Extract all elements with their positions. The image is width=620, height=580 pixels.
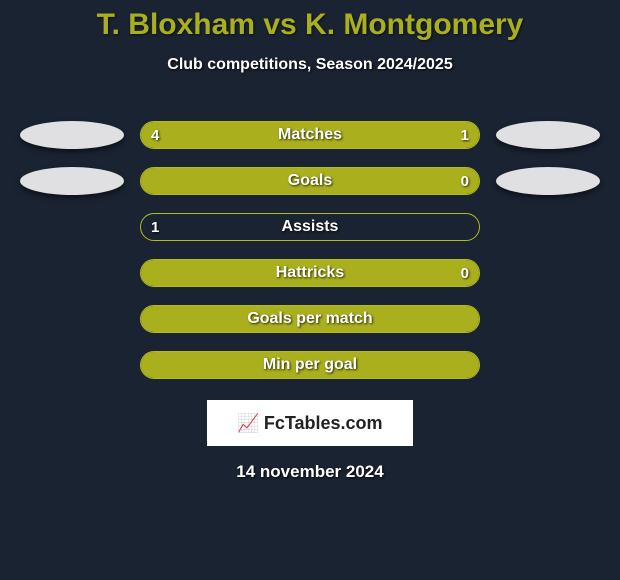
stat-value-right: 0 xyxy=(461,260,469,286)
comparison-card: T. Bloxham vs K. Montgomery Club competi… xyxy=(0,0,620,482)
logo-text: FcTables.com xyxy=(264,413,383,434)
stat-bar-left-fill xyxy=(141,168,479,194)
avatar xyxy=(20,167,124,195)
avatar-slot-left xyxy=(20,121,124,149)
stat-bar: 41Matches xyxy=(140,121,480,149)
stat-row: 0Hattricks xyxy=(0,250,620,296)
avatar-slot-left xyxy=(20,167,124,195)
avatar xyxy=(496,167,600,195)
stat-value-right: 1 xyxy=(461,122,469,148)
stat-bar-left-fill xyxy=(141,122,411,148)
stat-bar-left-fill xyxy=(141,260,479,286)
stat-bar: 1Assists xyxy=(140,213,480,241)
stat-rows: 41Matches0Goals1Assists0HattricksGoals p… xyxy=(0,112,620,388)
stat-row: 0Goals xyxy=(0,158,620,204)
stat-bar-left-fill xyxy=(141,306,479,332)
stat-value-left: 1 xyxy=(151,214,159,240)
stat-bar: Goals per match xyxy=(140,305,480,333)
page-subtitle: Club competitions, Season 2024/2025 xyxy=(0,56,620,74)
date-label: 14 november 2024 xyxy=(0,462,620,482)
stat-row: 41Matches xyxy=(0,112,620,158)
avatar xyxy=(20,121,124,149)
stat-value-left: 4 xyxy=(151,122,159,148)
stat-bar: 0Goals xyxy=(140,167,480,195)
avatar-slot-right xyxy=(496,167,600,195)
avatar xyxy=(496,121,600,149)
stat-row: Min per goal xyxy=(0,342,620,388)
avatar-slot-right xyxy=(496,121,600,149)
logo-box: 📈 FcTables.com xyxy=(207,400,413,446)
stat-label: Assists xyxy=(141,214,479,240)
stat-bar: 0Hattricks xyxy=(140,259,480,287)
stat-row: 1Assists xyxy=(0,204,620,250)
stat-bar: Min per goal xyxy=(140,351,480,379)
stat-value-right: 0 xyxy=(461,168,469,194)
stat-bar-left-fill xyxy=(141,352,479,378)
page-title: T. Bloxham vs K. Montgomery xyxy=(0,8,620,42)
stat-row: Goals per match xyxy=(0,296,620,342)
chart-icon: 📈 xyxy=(237,413,259,434)
